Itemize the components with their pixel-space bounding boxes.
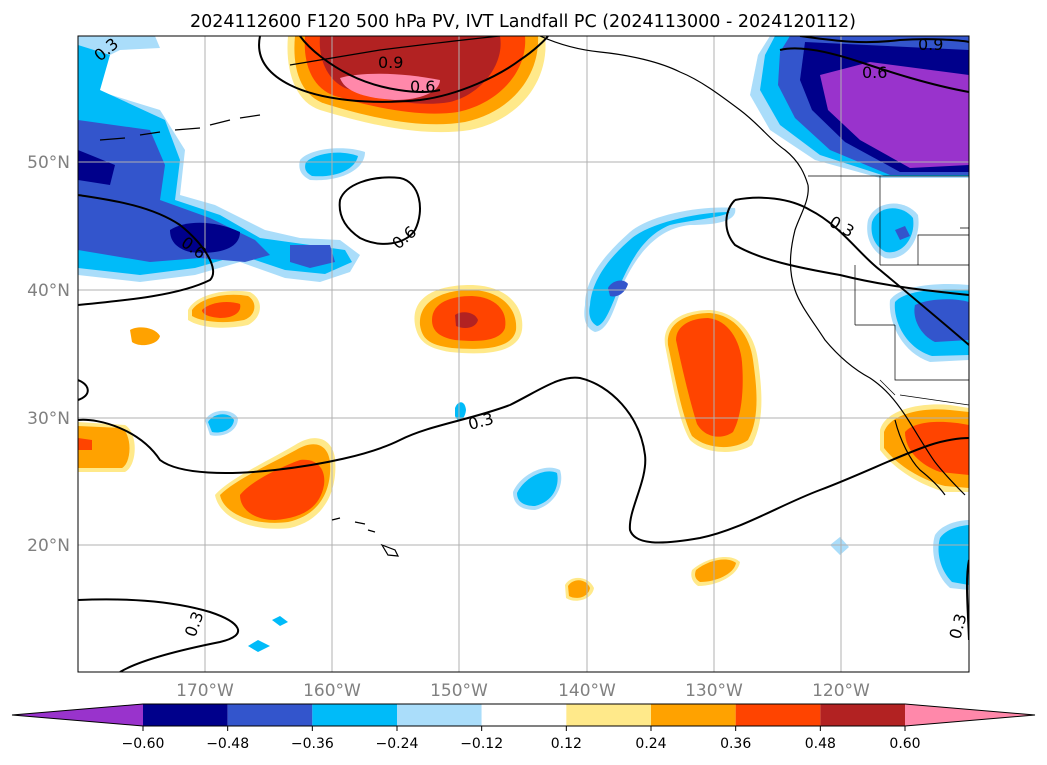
gridlines [78,36,969,672]
lat-tick-label: 40°N [27,281,70,301]
filled-contours [78,36,969,652]
colorbar-swatch [143,704,228,726]
colorbar-tick-label: 0.12 [551,736,582,752]
lon-tick-label: 160°W [303,681,361,701]
aleutian-islands [99,114,261,141]
contour-0.6-closed [338,176,421,245]
contour-label: 0.9 [378,53,403,72]
lat-tick-label: 30°N [27,409,70,429]
north-america-coastline [789,184,966,496]
colorbar-tick-label: −0.60 [122,736,165,752]
baja-peninsula [894,419,946,496]
figure-title: 2024112600 F120 500 hPa PV, IVT Landfall… [190,12,856,32]
colorbar-tick-label: −0.24 [376,736,419,752]
colorbar-swatch [227,704,313,726]
colorbar-extend-low [12,704,143,726]
pv-contours [78,36,969,672]
map-area: 0.3 0.9 0.6 0.6 0.9 0.6 0.3 0.6 0.3 0.3 … [77,34,970,673]
colorbar-tick-label: −0.48 [206,736,249,752]
colorbar-swatch [481,704,567,726]
lat-tick-label: 20°N [27,536,70,556]
contour-0.3-west [78,194,215,306]
contour-label: 0.9 [918,35,943,54]
colorbar-tick-label: 0.36 [720,736,751,752]
longitude-labels: 170°W 160°W 150°W 140°W 130°W 120°W [176,681,870,701]
contour-label: 0.6 [862,63,887,82]
colorbar-swatch [397,704,482,726]
contour-0.3-south-edge [78,598,240,672]
colorbar-swatch [820,704,905,726]
colorbar-swatch [735,704,821,726]
colorbar-swatch [651,704,736,726]
contour-0.6-canada [779,47,969,93]
alaska-coastline [289,36,809,186]
borders [808,175,969,406]
lon-tick-label: 170°W [176,681,234,701]
map-frame [77,35,970,673]
colorbar-tick-label: −0.12 [460,736,503,752]
colorbar: −0.60 −0.48 −0.36 −0.24 −0.12 0.12 0.24 0.36 0.4… [11,703,1036,752]
colorbar-tick-label: 0.24 [635,736,666,752]
colorbar-swatch [312,704,397,726]
colorbar-extend-high [905,704,1035,726]
contour-label: 0.6 [410,77,435,96]
colorbar-tick-label: −0.36 [291,736,334,752]
latitude-labels: 50°N 40°N 30°N 20°N [27,153,70,556]
contour-0.3-north-east [734,196,969,346]
hawaiian-islands [331,517,400,557]
lat-tick-label: 50°N [27,153,70,173]
contour-0.6-alaska [258,36,549,103]
lon-tick-label: 150°W [430,681,488,701]
coastlines [99,36,966,557]
colorbar-tick-label: 0.48 [805,736,836,752]
colorbar-tick-label: 0.60 [889,736,920,752]
contour-0.3-south-mid [78,376,969,544]
lon-tick-label: 120°W [812,681,870,701]
lon-tick-label: 140°W [558,681,616,701]
lon-tick-label: 130°W [685,681,743,701]
colorbar-swatch [566,704,651,726]
